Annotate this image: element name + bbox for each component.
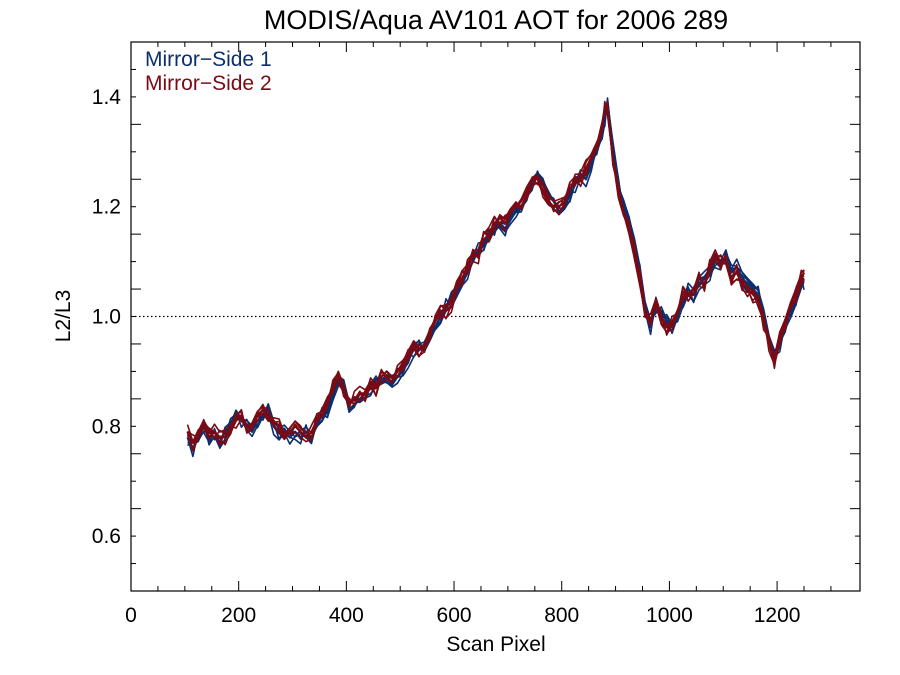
y-tick-label: 1.0 [92, 306, 121, 329]
x-tick-label: 0 [125, 604, 137, 627]
series-line-mirror-side-1 [186, 99, 805, 458]
y-axis-label: L2/L3 [52, 290, 75, 343]
y-tick-label: 0.6 [92, 525, 121, 548]
x-axis-label: Scan Pixel [446, 633, 545, 656]
x-tick-label: 1000 [646, 604, 693, 627]
y-tick-label: 1.2 [92, 196, 121, 219]
y-tick-label: 0.8 [92, 415, 121, 438]
x-tick-label: 600 [437, 604, 472, 627]
x-tick-label: 200 [221, 604, 256, 627]
ticks-layer: 0 200 400 600 800 1000 1200 0.6 0.8 1.0 1.2 1.4 [92, 41, 860, 627]
x-tick-label: 1200 [754, 604, 801, 627]
legend-entry: Mirror−Side 2 [145, 72, 272, 95]
chart-title: MODIS/Aqua AV101 AOT for 2006 289 [264, 5, 728, 35]
x-tick-label: 800 [544, 604, 579, 627]
y-tick-label: 1.4 [92, 86, 122, 109]
series-layer [186, 97, 805, 458]
series-line-mirror-side-2 [186, 113, 805, 452]
x-tick-label: 400 [329, 604, 364, 627]
series-line-mirror-side-1 [186, 109, 805, 450]
series-line-mirror-side-1 [187, 107, 805, 450]
series-line-mirror-side-2 [186, 107, 805, 452]
legend-entry: Mirror−Side 1 [145, 48, 272, 71]
